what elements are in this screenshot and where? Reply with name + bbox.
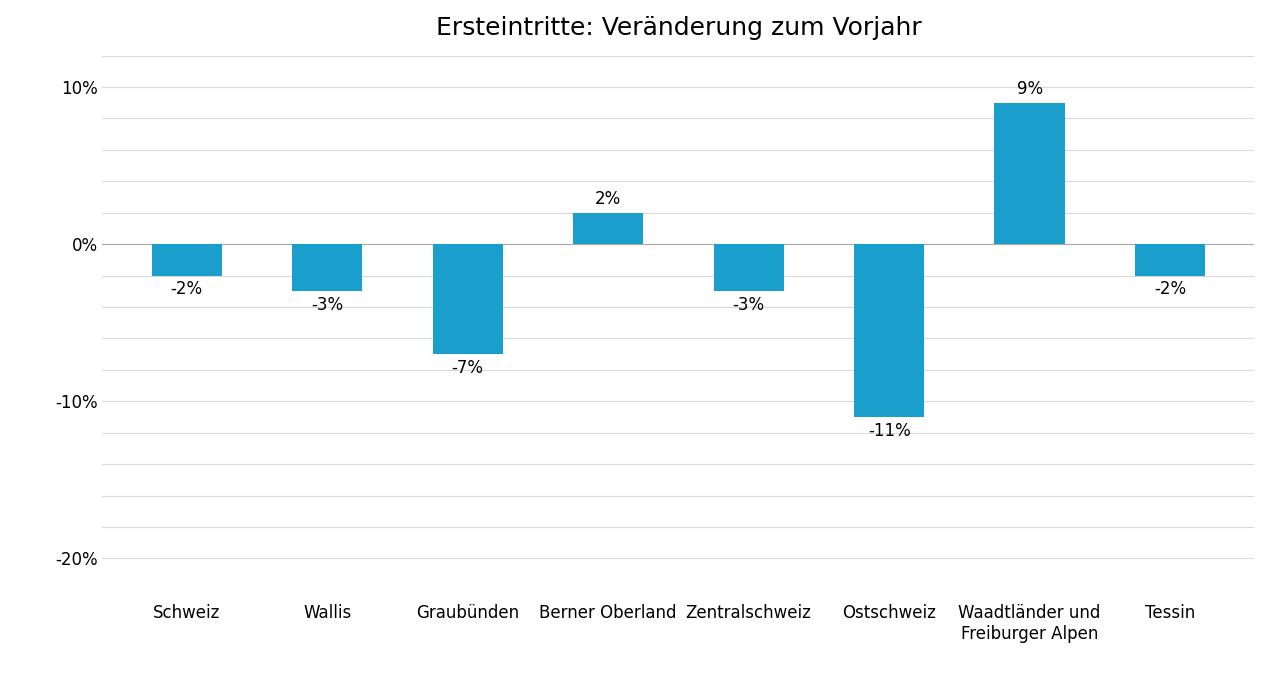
- Text: -11%: -11%: [868, 422, 910, 440]
- Text: 9%: 9%: [1016, 80, 1043, 98]
- Bar: [292, 244, 362, 291]
- Title: Ersteintritte: Veränderung zum Vorjahr: Ersteintritte: Veränderung zum Vorjahr: [435, 16, 922, 40]
- Bar: [433, 244, 503, 354]
- Bar: [995, 103, 1065, 244]
- Bar: [713, 244, 783, 291]
- Bar: [1135, 244, 1206, 276]
- Bar: [573, 212, 644, 244]
- Text: -3%: -3%: [311, 296, 343, 314]
- Text: -2%: -2%: [1155, 280, 1187, 298]
- Text: 2%: 2%: [595, 190, 621, 208]
- Bar: [854, 244, 924, 417]
- Text: -2%: -2%: [170, 280, 202, 298]
- Text: -3%: -3%: [732, 296, 764, 314]
- Bar: [151, 244, 221, 276]
- Text: -7%: -7%: [452, 359, 484, 377]
